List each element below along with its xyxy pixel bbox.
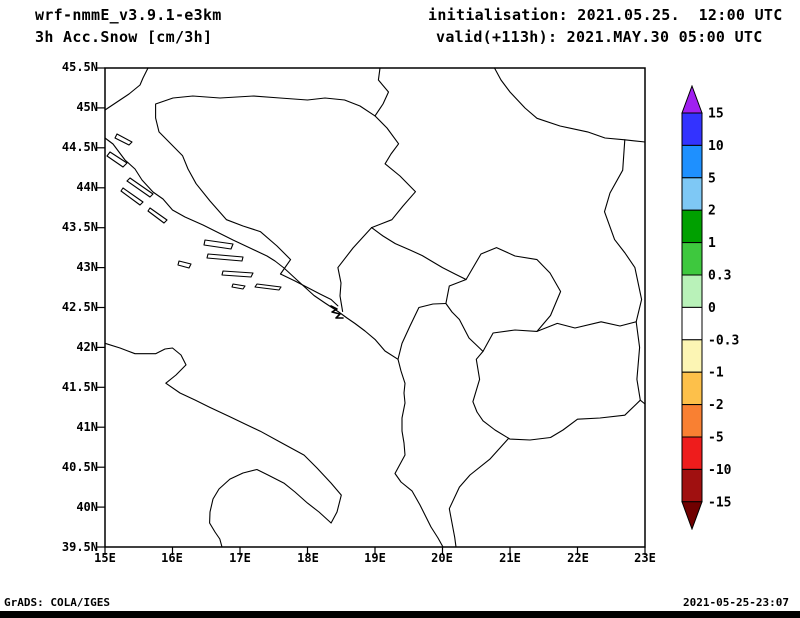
y-axis-label: 41N [76,420,98,434]
render-timestamp: 2021-05-25-23:07 [683,596,789,609]
border-greece-north [448,399,641,548]
y-axis-label: 45N [76,100,98,114]
colorbar-segment [681,371,703,406]
valid-time-label: valid(+113h): 2021.MAY.30 05:00 UTC [436,28,763,46]
colorbar-segment [681,242,703,276]
colorbar-arrow-top [681,85,703,114]
border-serbia-romania [493,67,646,143]
colorbar-segment [681,112,703,146]
y-axis-label: 44N [76,180,98,194]
colorbar-label: 0 [708,301,716,316]
y-axis-ticks [97,67,105,548]
y-axis-label: 43N [76,260,98,274]
x-axis-label: 20E [431,551,453,565]
border-montenegro-albania [397,302,447,360]
border-kosovo [445,247,562,352]
x-axis-label: 15E [94,551,116,565]
x-axis-label: 22E [567,551,589,565]
border-croatia-serbia [374,67,390,117]
colorbar-arrow-bottom [681,501,703,530]
colorbar-label: -10 [708,463,732,478]
border-bosnia-montenegro [337,227,373,312]
y-axis-label: 41.5N [61,380,98,394]
y-axis-label: 40.5N [61,460,98,474]
colorbar-label: -5 [708,431,724,446]
x-axis-ticks [104,547,646,555]
map-frame [104,67,646,548]
field-title: 3h Acc.Snow [cm/3h] [35,28,213,46]
bay-of-kotor [330,305,344,319]
x-axis-label: 19E [364,551,386,565]
y-axis-label: 42.5N [61,300,98,314]
colorbar-label: 2 [708,204,716,219]
border-dubrovnik-strip [279,273,339,307]
colorbar-segment [681,404,703,438]
border-serbia-macedonia [536,321,637,332]
border-macedonia-albania [472,350,510,439]
coastline-adriatic-east [104,137,444,548]
border-croatia-bosnia [155,95,376,275]
border-slovenia-croatia [104,67,149,111]
map-canvas [97,67,646,555]
colorbar-label: -2 [708,398,724,413]
x-axis-label: 21E [499,551,521,565]
map-outlines [104,67,646,548]
colorbar-segment [681,306,703,341]
colorbar-segment [681,339,703,373]
x-axis-label: 18E [297,551,319,565]
x-axis-label: 16E [161,551,183,565]
border-serbia-montenegro [371,227,467,281]
x-axis-label: 23E [634,551,656,565]
colorbar-segment [681,209,703,244]
y-axis-label: 42N [76,340,98,354]
colorbar-segment [681,468,703,503]
colorbar-label: -1 [708,366,724,381]
islands-dalmatia [106,133,282,291]
colorbar-segment [681,144,703,179]
colorbar-label: 10 [708,139,724,154]
x-axis-label: 17E [229,551,251,565]
colorbar-label: 0.3 [708,269,731,284]
border-bulgaria-west [603,139,646,405]
y-axis-label: 40N [76,500,98,514]
colorbar-segment [681,177,703,211]
init-time-label: initialisation: 2021.05.25. 12:00 UTC [428,6,783,24]
y-axis-label: 45.5N [61,60,98,74]
bottom-bar [0,611,800,618]
model-title: wrf-nmmE_v3.9.1-e3km [35,6,222,24]
y-axis-label: 39.5N [61,540,98,554]
border-bosnia-serbia [371,115,417,229]
colorbar-segment [681,274,703,308]
y-axis-label: 44.5N [61,140,98,154]
coastline-italy [104,342,342,548]
colorbar-label: 15 [708,107,724,122]
colorbar-label: -15 [708,495,731,510]
colorbar-label: 5 [708,171,716,186]
colorbar-label: 1 [708,236,716,251]
colorbar-segment [681,436,703,470]
y-axis-label: 43.5N [61,220,98,234]
colorbar-label: -0.3 [708,333,739,348]
grads-credit: GrADS: COLA/IGES [4,596,110,609]
colorbar: 15 10 5 2 1 0.3 0 -0.3 -1 -2 -5 -10 -15 [681,85,739,530]
